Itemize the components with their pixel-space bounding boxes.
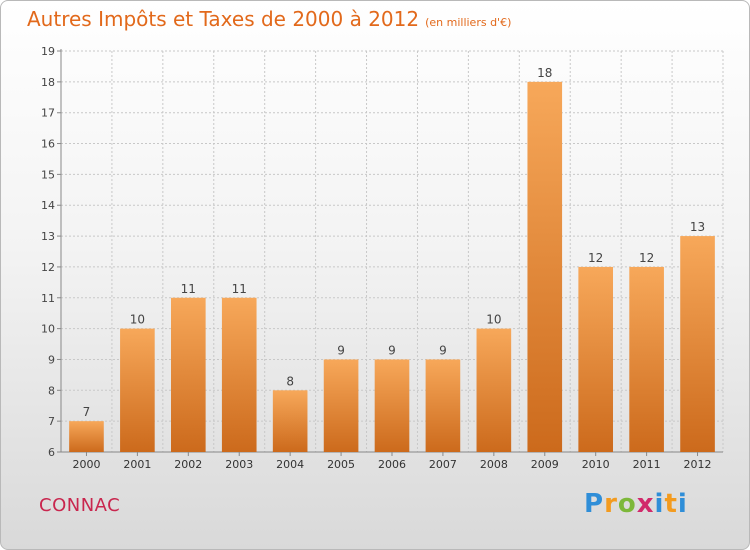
bar-value-label: 9 xyxy=(439,343,447,357)
bar xyxy=(221,297,257,452)
y-tick-label: 11 xyxy=(41,292,55,305)
bar xyxy=(69,421,104,452)
x-tick-label: 2007 xyxy=(429,458,457,471)
bar xyxy=(476,328,512,452)
bar-value-label: 11 xyxy=(232,282,247,296)
x-tick-label: 2002 xyxy=(174,458,202,471)
bar-value-label: 18 xyxy=(537,66,552,80)
bar-value-label: 9 xyxy=(337,343,345,357)
bar xyxy=(680,236,715,452)
bar-value-label: 8 xyxy=(286,374,294,388)
y-tick-label: 10 xyxy=(41,323,55,336)
y-tick-label: 7 xyxy=(48,415,55,428)
y-tick-label: 17 xyxy=(41,107,55,120)
x-tick-label: 2009 xyxy=(531,458,559,471)
x-tick-label: 2012 xyxy=(684,458,712,471)
y-tick-label: 12 xyxy=(41,261,55,274)
bar-value-label: 10 xyxy=(130,313,145,327)
y-tick-label: 14 xyxy=(41,199,55,212)
title-unit: (en milliers d'€) xyxy=(425,16,512,29)
bar xyxy=(629,266,664,452)
x-tick-label: 2004 xyxy=(276,458,304,471)
bar-value-label: 11 xyxy=(181,282,196,296)
bar xyxy=(323,359,359,452)
x-tick-label: 2005 xyxy=(327,458,355,471)
bar xyxy=(272,390,308,452)
bar xyxy=(374,359,410,452)
y-tick-label: 13 xyxy=(41,230,55,243)
axes: 6 7 8 9 10 11 12 13 14 15 16 17 18 19 2000 2001 2002 2003… xyxy=(41,45,723,471)
bar-value-label: 9 xyxy=(388,343,396,357)
bar xyxy=(425,359,461,452)
y-tick-label: 8 xyxy=(48,384,55,397)
bar-value-label: 10 xyxy=(486,313,501,327)
x-tick-label: 2008 xyxy=(480,458,508,471)
bar xyxy=(527,81,563,452)
bars xyxy=(69,81,715,452)
bar-value-label: 12 xyxy=(588,251,603,265)
proxiti-logo: Proxiti xyxy=(584,489,688,519)
y-tick-label: 6 xyxy=(48,446,55,459)
y-tick-label: 19 xyxy=(41,45,55,58)
y-tick-label: 18 xyxy=(41,76,55,89)
grid-lines xyxy=(60,50,724,453)
x-tick-label: 2000 xyxy=(72,458,100,471)
bar-value-label: 13 xyxy=(690,220,705,234)
y-tick-label: 9 xyxy=(48,353,55,366)
bar xyxy=(170,297,206,452)
x-tick-label: 2011 xyxy=(633,458,661,471)
x-tick-label: 2003 xyxy=(225,458,253,471)
y-tick-label: 15 xyxy=(41,168,55,181)
x-tick-label: 2010 xyxy=(582,458,610,471)
bar-value-label: 12 xyxy=(639,251,654,265)
title-text: Autres Impôts et Taxes de 2000 à 2012 xyxy=(27,7,420,31)
bar xyxy=(120,328,155,452)
commune-name: CONNAC xyxy=(39,495,121,516)
y-tick-label: 16 xyxy=(41,138,55,151)
x-tick-label: 2001 xyxy=(123,458,151,471)
chart-title: Autres Impôts et Taxes de 2000 à 2012 (en… xyxy=(27,7,511,31)
bar-value-label: 7 xyxy=(83,405,91,419)
data-labels: 7 10 11 11 8 9 9 9 10 18 12 12 13 xyxy=(83,66,706,419)
bar xyxy=(578,266,614,452)
x-tick-label: 2006 xyxy=(378,458,406,471)
